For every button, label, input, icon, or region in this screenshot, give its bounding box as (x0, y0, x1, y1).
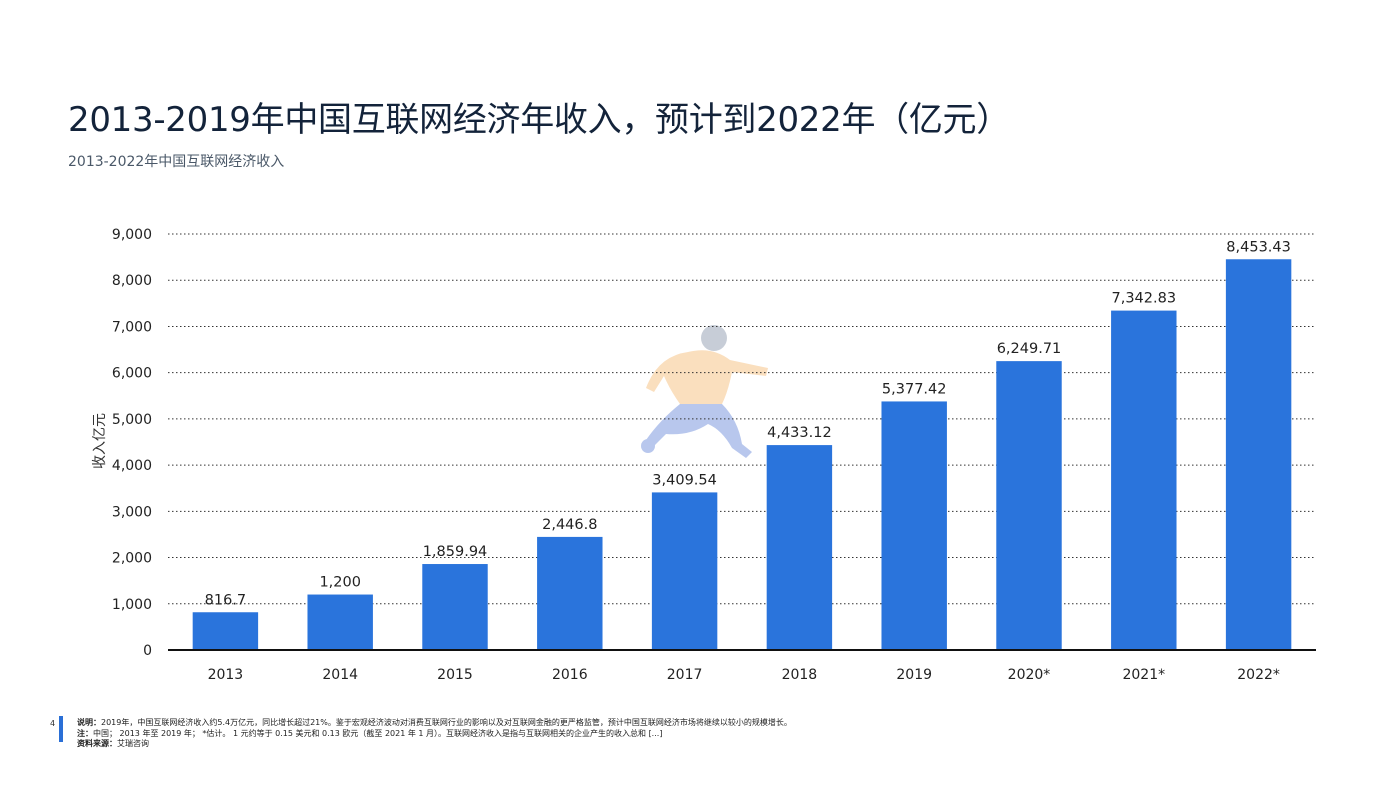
y-tick-label: 6,000 (112, 366, 152, 382)
y-tick-label: 2,000 (112, 551, 152, 567)
data-label: 4,433.12 (767, 425, 832, 441)
note-label: 说明： (77, 718, 101, 727)
data-label: 7,342.83 (1112, 291, 1177, 307)
page-title: 2013-2019年中国互联网经济年收入，预计到2022年（亿元） (68, 100, 1010, 140)
data-label: 1,859.94 (423, 544, 488, 560)
y-tick-label: 8,000 (112, 273, 152, 289)
bar (996, 361, 1062, 650)
bar (1225, 259, 1292, 650)
bar (881, 401, 947, 650)
remark-text: 中国； 2013 年至 2019 年； *估计。 1 元约等于 0.15 美元和… (93, 728, 663, 738)
footer-notes: 说明：2019年，中国互联网经济收入约5.4万亿元，同比增长超过21%。鉴于宏观… (77, 718, 792, 750)
source-line: 资料来源：艾瑞咨询 (77, 739, 792, 750)
y-tick-label: 0 (143, 643, 152, 659)
y-tick-label: 1,000 (112, 597, 152, 613)
bar (651, 492, 718, 650)
x-tick-label: 2016 (552, 667, 588, 683)
page-subtitle: 2013-2022年中国互联网经济收入 (68, 154, 285, 170)
bar (422, 564, 488, 650)
x-tick-label: 2019 (896, 667, 932, 683)
data-label: 816.7 (205, 592, 247, 608)
y-tick-label: 9,000 (112, 227, 152, 243)
data-label: 8,453.43 (1226, 239, 1291, 255)
y-tick-label: 3,000 (112, 504, 152, 520)
x-tick-label: 2013 (208, 667, 244, 683)
x-tick-label: 2020* (1008, 667, 1051, 683)
footer-accent-bar (59, 716, 63, 742)
x-tick-label: 2017 (667, 667, 703, 683)
y-tick-label: 4,000 (112, 458, 152, 474)
x-tick-label: 2014 (322, 667, 358, 683)
data-label: 3,409.54 (652, 472, 717, 488)
footer: 4 说明：2019年，中国互联网经济收入约5.4万亿元，同比增长超过21%。鉴于… (50, 716, 1370, 756)
y-tick-label: 7,000 (112, 319, 152, 335)
bar (192, 612, 259, 650)
bar (307, 594, 373, 650)
data-label: 5,377.42 (882, 381, 947, 397)
data-label: 1,200 (319, 575, 361, 591)
page-number: 4 (50, 719, 56, 728)
bar (537, 536, 603, 650)
y-axis-title: 收入亿元 (92, 413, 108, 469)
source-label: 资料来源： (77, 739, 117, 748)
data-label: 2,446.8 (542, 517, 597, 533)
x-tick-label: 2022* (1237, 667, 1280, 683)
bar (1111, 310, 1177, 650)
bars: 816.7 1,200 1,859.94 2,446.8 3,409.54 4,433.1… (192, 239, 1292, 650)
x-tick-label: 2015 (437, 667, 473, 683)
data-label: 6,249.71 (997, 341, 1062, 357)
x-tick-label: 2018 (782, 667, 818, 683)
x-tick-label: 2021* (1122, 667, 1165, 683)
note-line: 说明：2019年，中国互联网经济收入约5.4万亿元，同比增长超过21%。鉴于宏观… (77, 718, 792, 729)
note-text: 2019年，中国互联网经济收入约5.4万亿元，同比增长超过21%。鉴于宏观经济波… (101, 718, 792, 727)
bar (766, 445, 833, 650)
axes: 0 1,000 2,000 3,000 4,000 5,000 6,000 7,000 8,00… (112, 227, 1316, 683)
runner-illustration-icon (641, 325, 768, 458)
remark-line: 注：中国； 2013 年至 2019 年； *估计。 1 元约等于 0.15 美… (77, 729, 792, 740)
y-tick-label: 5,000 (112, 412, 152, 428)
remark-label: 注： (77, 728, 93, 738)
source-text: 艾瑞咨询 (117, 739, 149, 748)
